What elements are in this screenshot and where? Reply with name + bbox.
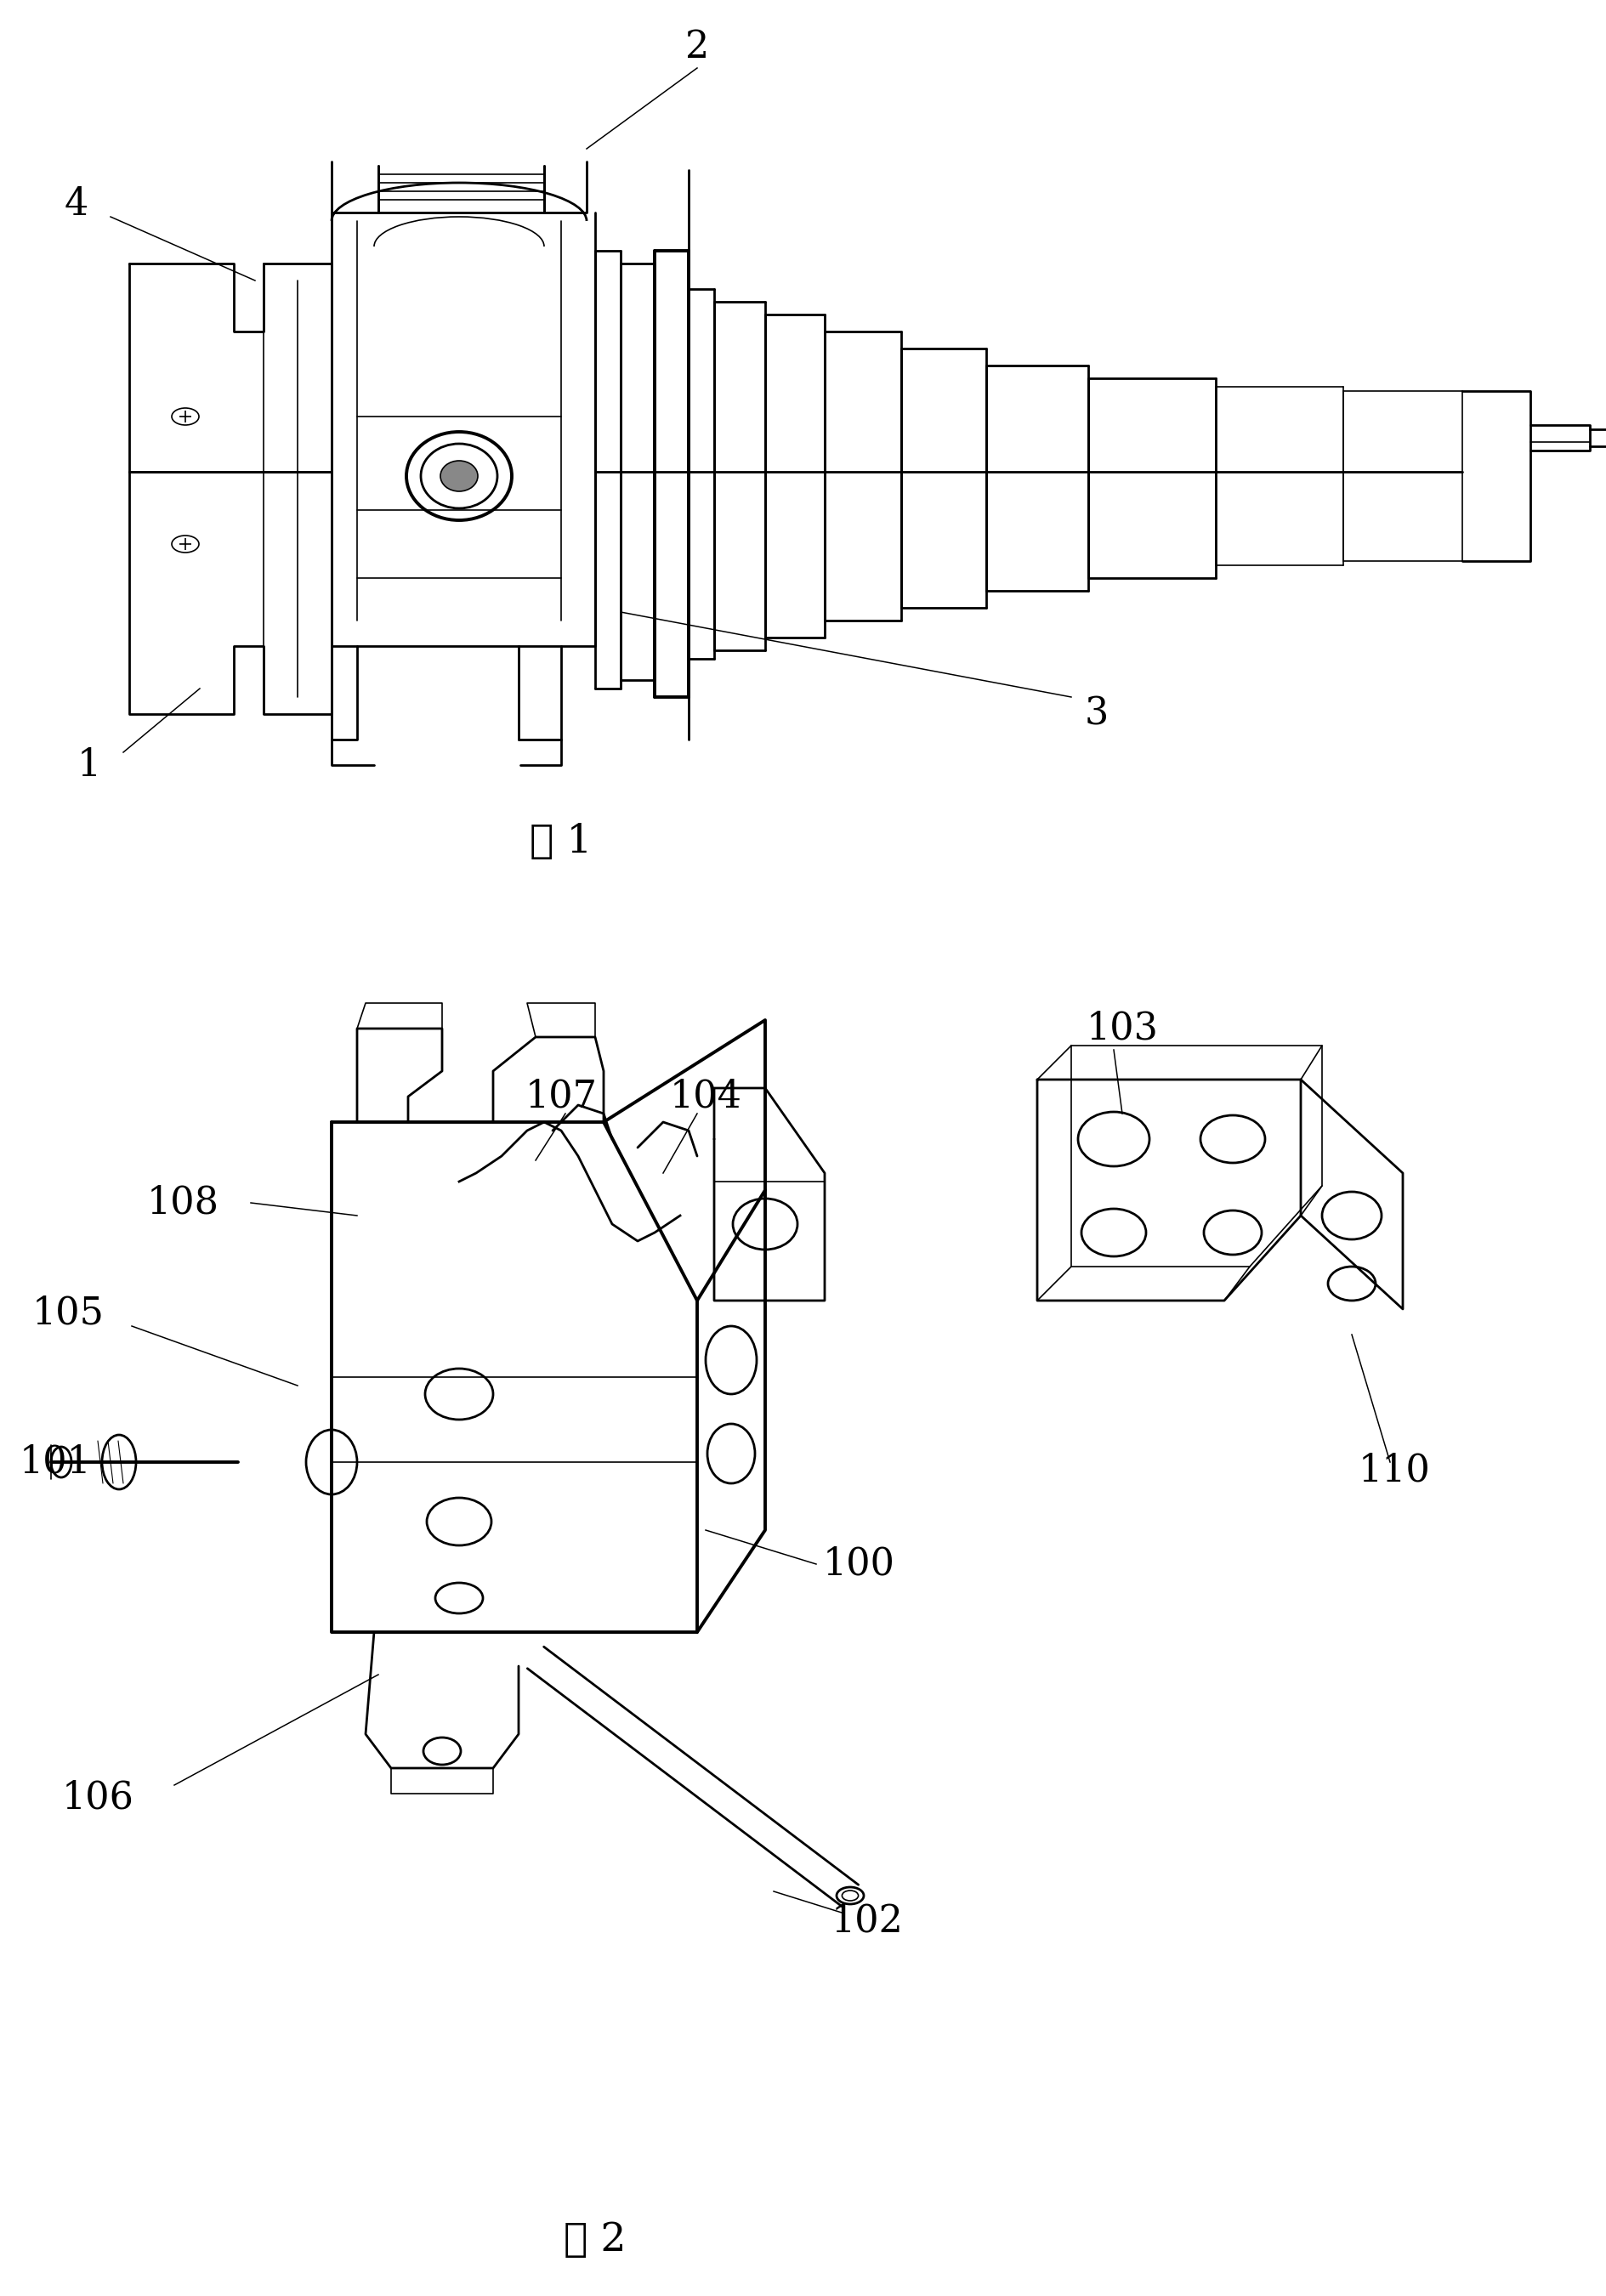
- Text: 4: 4: [64, 186, 88, 223]
- Text: 101: 101: [19, 1444, 92, 1481]
- Text: 图 1: 图 1: [530, 822, 593, 861]
- Text: 106: 106: [61, 1779, 133, 1816]
- Ellipse shape: [440, 461, 479, 491]
- Text: 100: 100: [822, 1545, 895, 1582]
- Text: 102: 102: [832, 1903, 903, 1940]
- Text: 3: 3: [1084, 696, 1108, 732]
- Text: 107: 107: [525, 1079, 597, 1116]
- Text: 103: 103: [1086, 1010, 1158, 1047]
- Text: 2: 2: [686, 28, 710, 64]
- Text: 图 2: 图 2: [564, 2220, 626, 2259]
- Text: 108: 108: [146, 1185, 218, 1221]
- Text: 110: 110: [1359, 1453, 1431, 1488]
- Text: 1: 1: [77, 746, 101, 783]
- Text: 105: 105: [32, 1295, 104, 1332]
- Text: 104: 104: [670, 1079, 742, 1116]
